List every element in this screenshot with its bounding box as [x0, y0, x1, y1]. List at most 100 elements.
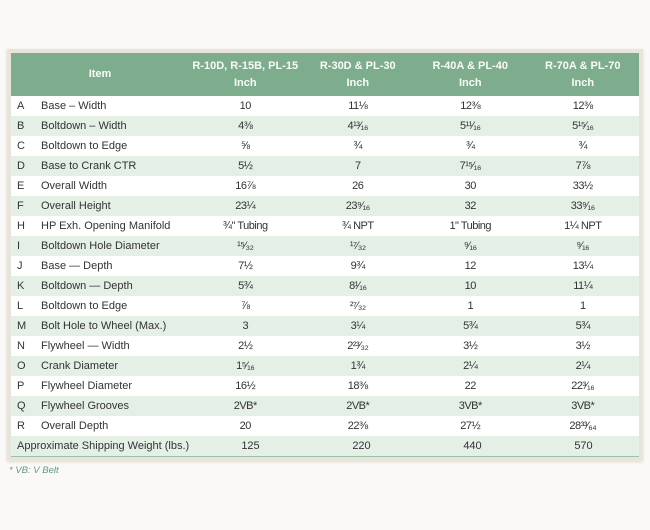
item-cell: L Boltdown to Edge: [11, 300, 189, 312]
value-cell-col2: 2VB*: [346, 400, 370, 412]
value-cell-col1: 1⁵⁄₁₆: [236, 360, 255, 372]
value-cell-col1: 16⅞: [235, 180, 256, 192]
value-cell-col4: 3½: [575, 340, 591, 352]
table-row: D Base to Crank CTR 5½ 7 7¹⁵⁄₁₆ 7⅞: [11, 156, 639, 176]
value-cell-col2: 4¹³⁄₁₆: [347, 120, 369, 132]
value-cell-col3: 30: [464, 180, 477, 192]
row-item-label: Boltdown Hole Diameter: [41, 240, 160, 252]
row-item-label: Flywheel Grooves: [41, 400, 130, 412]
shipping-weight-value: 125: [241, 440, 260, 452]
header-col2-unit: Inch: [346, 76, 370, 89]
row-item-label: Base – Width: [41, 100, 107, 112]
row-item-label: Boltdown to Edge: [41, 300, 128, 312]
item-cell: R Overall Depth: [11, 420, 189, 432]
item-cell: C Boltdown to Edge: [11, 140, 189, 152]
row-letter: A: [17, 100, 25, 112]
row-item-label: Boltdown to Edge: [41, 140, 128, 152]
row-letter: K: [17, 280, 25, 292]
header-cell-col4: R-70A & PL-70 Inch: [527, 58, 640, 91]
table-row: P Flywheel Diameter 16½ 18⅜ 22 22³⁄₁₆: [11, 376, 639, 396]
value-cell-col1: 2VB*: [233, 400, 258, 412]
item-cell: Q Flywheel Grooves: [11, 400, 189, 412]
item-cell: N Flywheel — Width: [11, 340, 189, 352]
value-cell-col2: 9¾: [350, 260, 366, 272]
value-cell-col3: 10: [464, 280, 477, 292]
shipping-weight-value: 220: [352, 440, 371, 452]
table-row: H HP Exh. Opening Manifold ¾" Tubing ¾ N…: [11, 216, 639, 236]
value-cell-col2: 23⁹⁄₁₆: [345, 200, 370, 212]
value-cell-col4: ⁹⁄₁₆: [576, 240, 590, 252]
value-cell-col1: 10: [239, 100, 252, 112]
table-row: N Flywheel — Width 2½ 2²³⁄₃₂ 3½ 3½: [11, 336, 639, 356]
value-cell-col4: 1¼ NPT: [564, 220, 602, 232]
row-letter: H: [17, 220, 25, 232]
table-row: Q Flywheel Grooves 2VB* 2VB* 3VB* 3VB*: [11, 396, 639, 416]
item-cell: A Base – Width: [11, 100, 189, 112]
row-letter: R: [17, 420, 25, 432]
value-cell-col1: 4⅜: [238, 120, 253, 132]
item-cell: O Crank Diameter: [11, 360, 189, 372]
header-cell-col2: R-30D & PL-30 Inch: [302, 58, 415, 91]
item-cell: D Base to Crank CTR: [11, 160, 189, 172]
header-cell-col3: R-40A & PL-40 Inch: [414, 58, 527, 91]
value-cell-col1: 23¼: [235, 200, 256, 212]
row-letter: N: [17, 340, 25, 352]
value-cell-col2: 8¹⁄₁₆: [349, 280, 367, 292]
value-cell-col2: ¾: [353, 140, 363, 152]
value-cell-col4: 28³³⁄₆₄: [569, 420, 597, 432]
item-cell: I Boltdown Hole Diameter: [11, 240, 189, 252]
row-letter: I: [17, 240, 21, 252]
header-col4-label: R-70A & PL-70: [545, 60, 621, 72]
value-cell-col1: 3: [242, 320, 249, 332]
value-cell-col1: 2½: [238, 340, 253, 352]
item-cell: E Overall Width: [11, 180, 189, 192]
table-row: F Overall Height 23¼ 23⁹⁄₁₆ 32 33⁹⁄₁₆: [11, 196, 639, 216]
row-letter: M: [17, 320, 27, 332]
value-cell-col1: ¹⁵⁄₃₂: [237, 240, 254, 252]
value-cell-col4: 22³⁄₁₆: [571, 380, 595, 392]
value-cell-col2: 1¾: [350, 360, 366, 372]
footnote: * VB: V Belt: [9, 465, 59, 476]
value-cell-col2: 26: [352, 180, 364, 192]
row-item-label: Base — Depth: [41, 260, 113, 272]
item-cell: K Boltdown — Depth: [11, 280, 189, 292]
value-cell-col4: 7⅞: [575, 160, 591, 172]
shipping-weight-label: Approximate Shipping Weight (lbs.): [17, 440, 190, 452]
value-cell-col2: 2²³⁄₃₂: [347, 340, 369, 352]
shipping-weight-value: 440: [463, 440, 482, 452]
row-item-label: Base to Crank CTR: [41, 160, 137, 172]
row-letter: L: [17, 300, 24, 312]
value-cell-col3: 7¹⁵⁄₁₆: [459, 160, 482, 172]
value-cell-col2: 18⅜: [347, 380, 368, 392]
row-letter: B: [17, 120, 25, 132]
table-row: R Overall Depth 20 22⅜ 27½ 28³³⁄₆₄: [11, 416, 639, 436]
value-cell-col4: 1: [579, 300, 586, 312]
item-cell: J Base — Depth: [11, 260, 189, 272]
row-item-label: Boltdown – Width: [41, 120, 127, 132]
table-body: A Base – Width 10 11⅛ 12⅜ 12⅜ B Boltdown…: [11, 96, 639, 436]
value-cell-col3: ⁹⁄₁₆: [463, 240, 477, 252]
header-col4-unit: Inch: [571, 76, 595, 89]
value-cell-col4: 33½: [572, 180, 593, 192]
value-cell-col3: 12⅜: [460, 100, 481, 112]
table-row: A Base – Width 10 11⅛ 12⅜ 12⅜: [11, 96, 639, 116]
shipping-weight-value: 570: [574, 440, 593, 452]
value-cell-col4: ¾: [578, 140, 588, 152]
value-cell-col3: 1: [467, 300, 474, 312]
row-letter: F: [17, 200, 24, 212]
row-letter: D: [17, 160, 25, 172]
value-cell-col2: 11⅛: [348, 100, 368, 112]
value-cell-col3: 2¼: [463, 360, 478, 372]
header-col1-unit: Inch: [233, 76, 257, 89]
value-cell-col3: 12: [464, 260, 477, 272]
header-cell-item: Item: [11, 66, 189, 83]
row-item-label: HP Exh. Opening Manifold: [41, 220, 171, 232]
table-row: E Overall Width 16⅞ 26 30 33½: [11, 176, 639, 196]
spec-table: Item R-10D, R-15B, PL-15 Inch R-30D & PL…: [7, 49, 643, 461]
row-item-label: Overall Width: [41, 180, 108, 192]
table-row: M Bolt Hole to Wheel (Max.) 3 3¼ 5¾ 5¾: [11, 316, 639, 336]
row-item-label: Overall Height: [41, 200, 111, 212]
table-row: J Base — Depth 7½ 9¾ 12 13¼: [11, 256, 639, 276]
row-letter: C: [17, 140, 25, 152]
